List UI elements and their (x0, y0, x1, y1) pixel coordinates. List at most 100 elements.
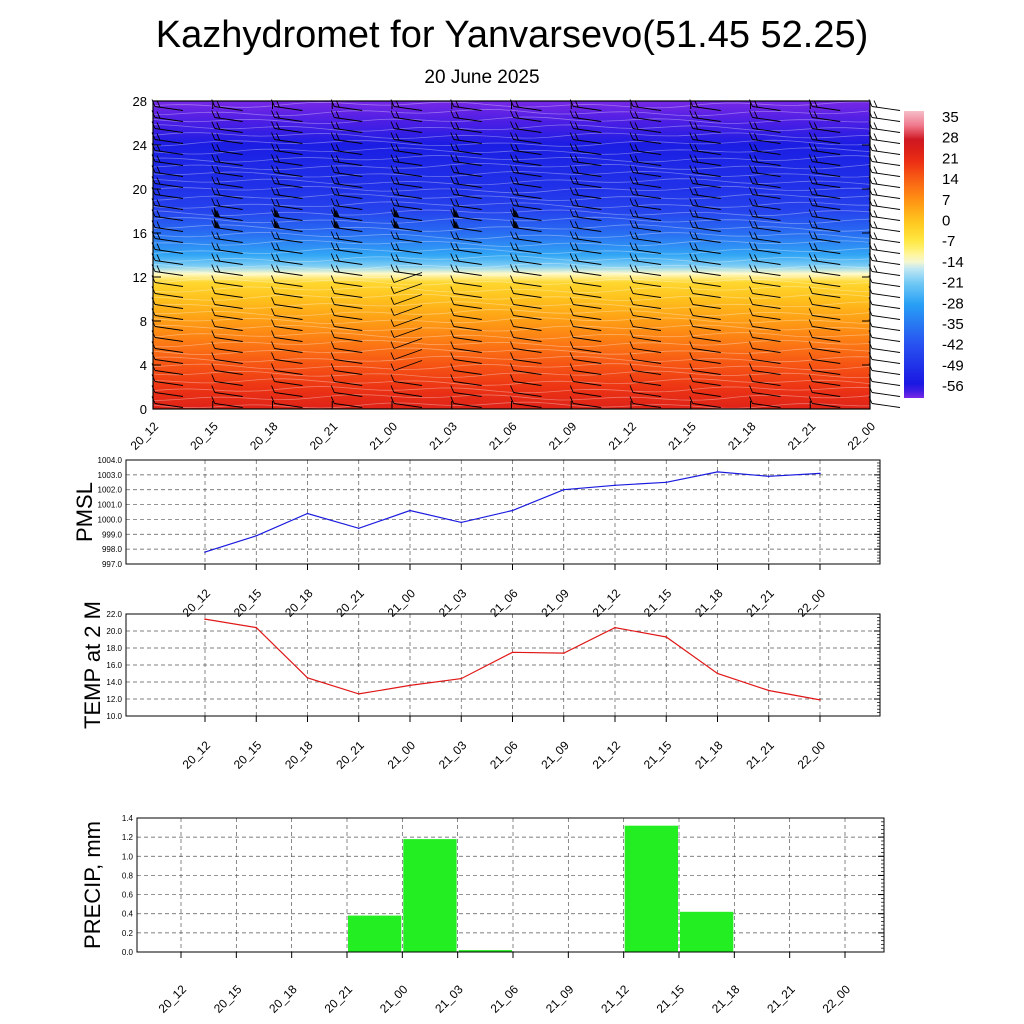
wind-pennant (213, 217, 220, 229)
wind-barb-flag (271, 275, 275, 283)
wind-barb-flag (629, 110, 634, 118)
x-tick-label: 21_18 (725, 419, 759, 453)
wind-barb (689, 165, 721, 177)
x-tick-label: 20_21 (307, 419, 341, 453)
wind-barb-flag (335, 254, 340, 262)
wind-barb-flag (749, 297, 753, 305)
wind-barb (868, 165, 901, 177)
y-tick-label: 1000.0 (98, 515, 123, 524)
isotherm-line (152, 201, 870, 209)
wind-barb (868, 231, 901, 243)
wind-barb-flag (813, 254, 818, 262)
wind-barb-flag (754, 232, 758, 240)
wind-barb (330, 132, 363, 144)
wind-barb-shaft (692, 293, 721, 298)
wind-barb-flag (156, 155, 161, 163)
wind-barb-flag (754, 221, 758, 229)
wind-barb-flag (515, 232, 519, 240)
isotherm-line (152, 155, 871, 163)
x-tick-label: 21_21 (743, 738, 777, 772)
wind-barb-flag (450, 176, 455, 184)
wind-barb-flag (749, 264, 753, 272)
wind-barb-flag (390, 198, 395, 206)
wind-barb (510, 319, 542, 331)
wind-barb-flag (276, 166, 280, 174)
wind-barb-shaft (632, 359, 662, 364)
wind-barb-shaft (871, 106, 901, 111)
wind-barb-flag (574, 210, 579, 218)
wind-barb (390, 272, 423, 283)
wind-barb-shaft (214, 293, 243, 298)
wind-barb-flag (455, 155, 460, 163)
temp-point (255, 626, 258, 629)
colorbar-label: -56 (942, 378, 964, 395)
wind-barb-flag (569, 220, 574, 228)
wind-barb-flag (276, 155, 280, 163)
wind-barb-flag (510, 176, 514, 184)
wind-barb-flag (754, 111, 758, 119)
wind-barb (211, 264, 243, 276)
wind-barb-shaft (214, 381, 243, 386)
wind-barb-flag (271, 154, 275, 162)
wind-barb-flag (813, 232, 818, 240)
wind-barb-flag (330, 154, 335, 162)
x-tick-label: 20_18 (282, 586, 316, 620)
wind-barb-flag (808, 385, 813, 393)
wind-barb-flag (694, 111, 699, 119)
wind-barb-shaft (752, 403, 781, 408)
wind-barb (569, 308, 602, 320)
wind-barb-flag (216, 177, 221, 185)
wind-barb-flag (390, 374, 395, 382)
wind-barb-flag (510, 286, 514, 294)
wind-barb-flag (629, 143, 634, 151)
panel-frame (125, 459, 881, 565)
wind-barb (808, 187, 841, 199)
wind-barb (271, 198, 303, 210)
wind-barb (808, 341, 841, 353)
wind-barb-shaft (154, 403, 184, 408)
wind-barb-flag (569, 132, 574, 140)
wind-barb-flag (335, 232, 340, 240)
wind-barb-flag (634, 199, 639, 207)
wind-barb (330, 341, 363, 353)
wind-barb (868, 396, 901, 408)
wind-barb-flag (390, 330, 395, 338)
wind-barb-flag (395, 199, 400, 207)
wind-barb-flag (749, 385, 753, 393)
wind-barb (211, 121, 243, 133)
wind-barb-flag (689, 132, 694, 140)
wind-barb (868, 143, 901, 155)
wind-barb-flag (510, 110, 514, 118)
wind-barb (390, 176, 423, 188)
wind-barb-shaft (513, 315, 542, 320)
wind-barb-flag (574, 221, 579, 229)
wind-barb-shaft (214, 392, 243, 397)
wind-barb-flag (569, 165, 574, 173)
wind-barb-shaft (752, 337, 781, 342)
wind-barb (330, 231, 363, 243)
wind-barb-shaft (871, 392, 901, 397)
wind-barb-flag (390, 220, 395, 228)
wind-barb (868, 286, 901, 298)
wind-barb (629, 231, 662, 243)
wind-barb (629, 165, 662, 177)
wind-barb (510, 253, 542, 265)
wind-barb-flag (510, 154, 514, 162)
wind-barb-shaft (513, 348, 542, 353)
wind-barb (569, 220, 602, 232)
wind-barb-flag (330, 110, 335, 118)
wind-barb-flag (330, 242, 335, 250)
wind-barb-flag (330, 121, 335, 129)
wind-barb-flag (574, 177, 579, 185)
wind-barb-flag (395, 144, 400, 152)
wind-barb-flag (749, 341, 753, 349)
wind-barb-flag (569, 319, 574, 327)
wind-barb-shaft (393, 283, 423, 294)
wind-barb-flag (330, 330, 335, 338)
wind-barb-flag (390, 286, 395, 294)
wind-barb-shaft (274, 326, 303, 331)
wind-barb (868, 275, 901, 287)
wind-barb (569, 330, 602, 342)
wind-barb-flag (629, 385, 634, 393)
wind-barb (211, 253, 243, 265)
